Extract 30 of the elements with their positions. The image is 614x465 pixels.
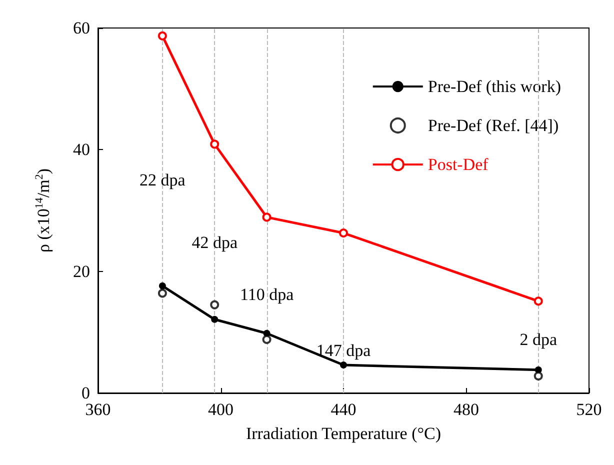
legend-label: Post-Def: [428, 155, 489, 174]
point: [210, 300, 220, 310]
point: [340, 362, 347, 369]
point: [158, 282, 166, 290]
point: [262, 212, 272, 222]
y-axis-title: ρ (x1014/m2): [34, 168, 53, 253]
point: [339, 228, 348, 238]
legend-label: Pre-Def (this work): [428, 77, 562, 96]
y-tick-label: 0: [82, 384, 90, 402]
point: [158, 288, 167, 298]
point: [534, 296, 543, 306]
annotation: 22 dpa: [140, 170, 186, 190]
annotation: 2 dpa: [520, 330, 558, 349]
point: [534, 371, 543, 380]
legend-label: Pre-Def (Ref. [44]): [428, 116, 559, 135]
point: [211, 316, 218, 323]
y-tick-label: 60: [73, 18, 90, 38]
x-tick-label: 520: [576, 400, 602, 419]
x-tick-label: 400: [208, 400, 234, 419]
x-tick-label: 480: [454, 400, 479, 419]
x-tick-label: 360: [85, 400, 111, 419]
y-tick-label: 20: [73, 262, 90, 281]
x-axis-title: Irradiation Temperature (°C): [246, 424, 442, 443]
point: [158, 31, 167, 40]
annotation: 110 dpa: [240, 284, 294, 304]
annotation: 42 dpa: [192, 233, 238, 252]
x-tick-label: 440: [330, 400, 356, 419]
point: [210, 140, 220, 149]
point: [262, 334, 272, 344]
y-tick-label: 40: [73, 140, 90, 160]
